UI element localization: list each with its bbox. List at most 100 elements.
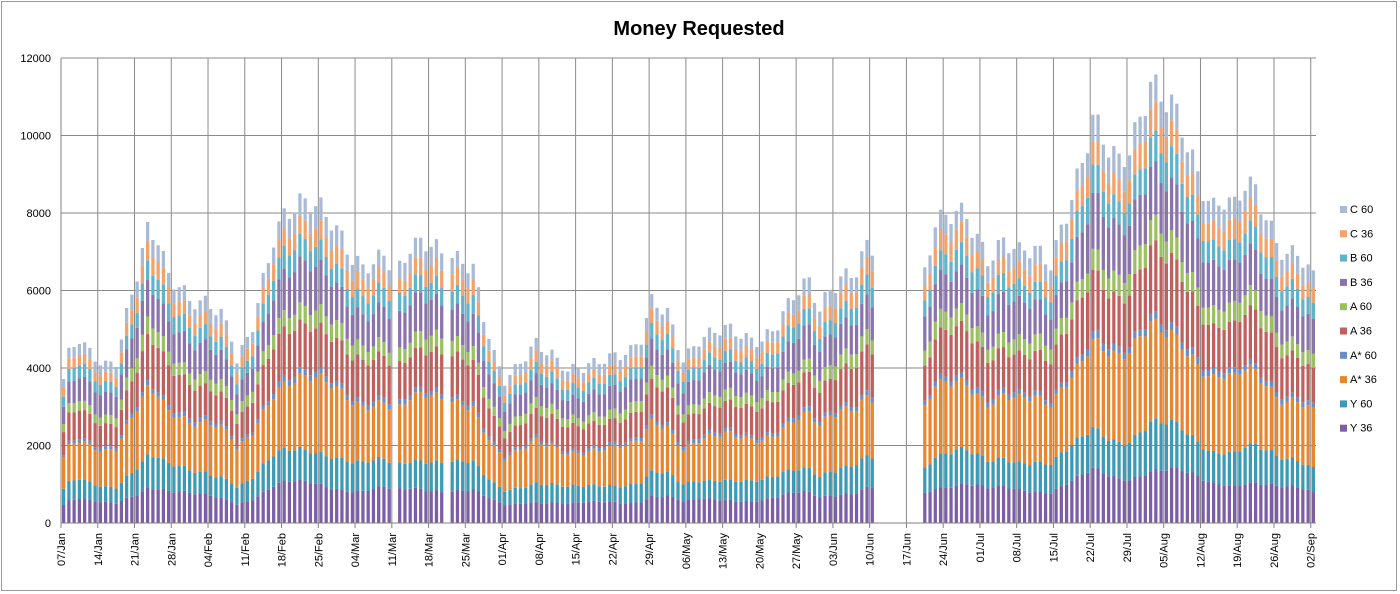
bar-segment-b36: [1196, 238, 1200, 288]
bar-segment-a60: [665, 422, 670, 426]
bar-segment-c60: [1033, 245, 1037, 265]
bar-segment-y60: [718, 481, 722, 501]
bar-segment-a60: [382, 342, 386, 356]
bar-segment-a60: [1301, 402, 1305, 408]
bar-segment-a36: [172, 375, 176, 414]
legend-entry: B 60: [1350, 253, 1373, 265]
bar-segment-b60: [188, 327, 192, 344]
bar-segment-a60: [240, 438, 244, 442]
bar-segment-a36: [1190, 291, 1195, 348]
bar-segment-y60: [534, 482, 538, 502]
bar-segment-y36: [303, 480, 307, 523]
bar-segment-b60: [739, 362, 743, 375]
bar-segment-c60: [1022, 250, 1027, 270]
bar-segment-b60: [1022, 285, 1027, 303]
bar-segment-a60: [366, 352, 370, 366]
bar-segment-y36: [1154, 469, 1158, 523]
bar-segment-c36: [965, 237, 969, 256]
bar-segment-c60: [644, 318, 649, 332]
bar-segment-y60: [734, 481, 738, 502]
x-tick-label: 19/Aug: [1232, 533, 1244, 568]
bar-segment-b60: [1117, 201, 1121, 225]
bar-segment-y36: [749, 501, 754, 523]
bar-segment-y36: [1127, 480, 1132, 523]
bar-segment-a60: [639, 438, 643, 442]
bar-segment-a60: [686, 405, 691, 415]
bar-segment-a60: [67, 440, 71, 444]
bar-segment-a60: [361, 345, 365, 360]
bar-segment-c60: [1280, 259, 1284, 277]
bar-segment-a36: [581, 429, 586, 453]
bar-segment-c36: [760, 352, 764, 364]
bar-segment-b36: [786, 341, 790, 372]
bar-segment-c36: [256, 316, 260, 331]
bar-segment-y60: [1285, 458, 1289, 487]
bar-segment-b60: [944, 254, 948, 275]
bar-segment-y36: [839, 494, 843, 523]
bar-segment-b36: [975, 289, 979, 327]
bar-segment-y36: [1169, 467, 1174, 523]
x-tick-label: 18/Feb: [277, 533, 289, 567]
bar-segment-a60: [1285, 396, 1289, 402]
bar-segment-a60: [529, 438, 533, 442]
bar-segment-a60: [193, 379, 197, 391]
bar-segment-y36: [434, 490, 439, 523]
bar-segment-c60: [1217, 205, 1221, 228]
bar-segment-c60: [93, 361, 97, 373]
bar-segment-c60: [140, 248, 145, 266]
bar-segment-y36: [597, 501, 601, 523]
bar-segment-a60: [1232, 367, 1237, 373]
bar-segment-c60: [182, 285, 187, 301]
bar-segment-b60: [492, 371, 496, 384]
bar-segment-y60: [461, 461, 465, 491]
bar-segment-c60: [240, 344, 244, 357]
bar-segment-a36: [214, 395, 218, 424]
bar-segment-y60: [214, 477, 218, 498]
bar-segment-a36: [923, 405, 927, 468]
bar-segment-a36: [1306, 364, 1310, 401]
bar-segment-c60: [770, 331, 775, 343]
bar-segment-a36: [602, 424, 607, 448]
bar-segment-a60: [597, 416, 601, 425]
bar-segment-a60: [592, 445, 596, 449]
bar-segment-a60: [1085, 273, 1090, 293]
bar-segment-c60: [434, 239, 439, 258]
bar-segment-a60: [1243, 295, 1247, 315]
bar-segment-y60: [839, 467, 843, 495]
bar-segment-c36: [991, 277, 995, 293]
bar-segment-a60: [256, 371, 260, 385]
bar-segment-b36: [135, 327, 139, 359]
bar-segment-a60: [959, 303, 964, 321]
bar-segment-y60: [1274, 455, 1279, 486]
bar-segment-a36: [812, 387, 817, 419]
bar-segment-y60: [1227, 451, 1231, 486]
bar-segment-b36: [744, 369, 748, 393]
bar-segment-a36: [602, 450, 607, 487]
bar-segment-b36: [938, 269, 943, 309]
bar-segment-a36: [266, 358, 271, 402]
bar-segment-a36: [1106, 298, 1111, 350]
bar-segment-y36: [734, 501, 738, 523]
bar-segment-b36: [587, 393, 591, 416]
bar-segment-b36: [1264, 278, 1268, 316]
bar-segment-b36: [1211, 259, 1216, 306]
bar-segment-a60: [1033, 334, 1037, 351]
bar-segment-y60: [744, 479, 748, 501]
bar-segment-a36: [1222, 329, 1226, 374]
bar-segment-b60: [1274, 276, 1279, 297]
bar-segment-b36: [146, 280, 150, 317]
bar-segment-y60: [1190, 434, 1195, 473]
bar-segment-y36: [828, 495, 832, 523]
bar-segment-c60: [865, 239, 869, 257]
x-tick-label: 17/Jun: [901, 533, 913, 566]
bar-segment-c60: [1075, 168, 1079, 191]
bar-segment-a60: [408, 342, 412, 358]
bar-segment-a36: [1269, 332, 1273, 382]
bar-segment-c36: [576, 378, 580, 388]
bar-segment-a36: [1001, 347, 1006, 388]
bar-segment-b36: [114, 396, 118, 419]
bar-segment-a60: [560, 418, 565, 427]
bar-segment-y36: [697, 499, 701, 523]
bar-segment-b36: [350, 314, 355, 346]
